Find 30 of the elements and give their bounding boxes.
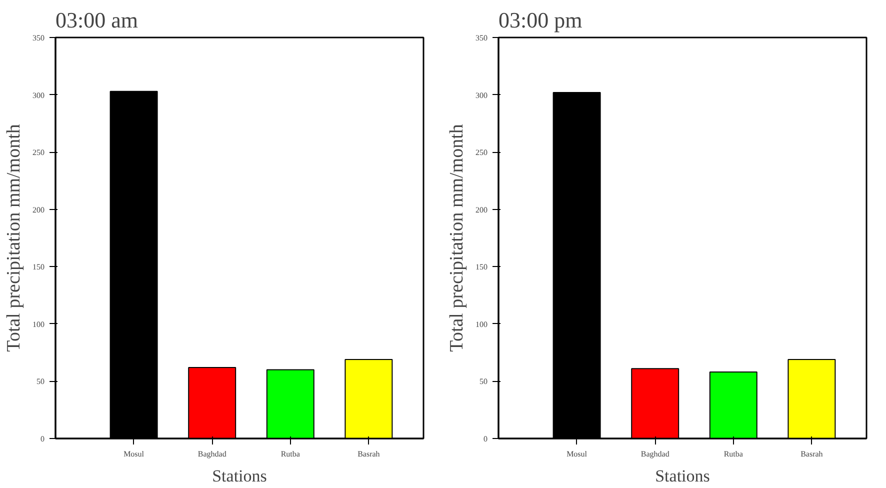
x-tick-label: Mosul — [124, 450, 145, 458]
x-tick-label: Mosul — [566, 450, 588, 458]
x-axis-title: Stations — [212, 466, 267, 486]
y-tick-label: 200 — [476, 205, 488, 214]
y-tick-label: 100 — [476, 320, 488, 329]
y-tick-label: 0 — [484, 434, 488, 444]
x-tick-label: Basrah — [800, 450, 823, 458]
y-tick-label: 150 — [32, 262, 44, 272]
y-tick-label: 300 — [32, 90, 44, 100]
x-axis-title: Stations — [655, 466, 710, 486]
y-axis-title: Total precipitation mm/month — [4, 124, 24, 352]
x-tick-label: Basrah — [358, 450, 380, 458]
chart-title: 03:00 am — [56, 8, 138, 32]
x-tick-label: Rutba — [280, 450, 300, 458]
y-tick-label: 200 — [32, 205, 44, 214]
x-tick-label: Rutba — [724, 450, 744, 458]
y-tick-label: 100 — [32, 320, 44, 329]
y-tick-label: 250 — [476, 148, 488, 158]
y-tick-label: 300 — [476, 90, 488, 100]
y-tick-label: 350 — [476, 34, 488, 42]
x-tick-label: Baghdad — [198, 450, 226, 458]
y-tick-label: 250 — [32, 148, 44, 158]
y-tick-label: 0 — [40, 434, 44, 444]
y-tick-label: 150 — [476, 262, 488, 272]
x-tick-label: Baghdad — [640, 450, 670, 458]
y-tick-label: 50 — [36, 377, 44, 386]
y-tick-label: 350 — [32, 34, 44, 42]
y-axis-title: Total precipitation mm/month — [446, 124, 468, 352]
y-tick-label: 50 — [480, 377, 488, 386]
chart-title: 03:00 pm — [498, 8, 582, 32]
